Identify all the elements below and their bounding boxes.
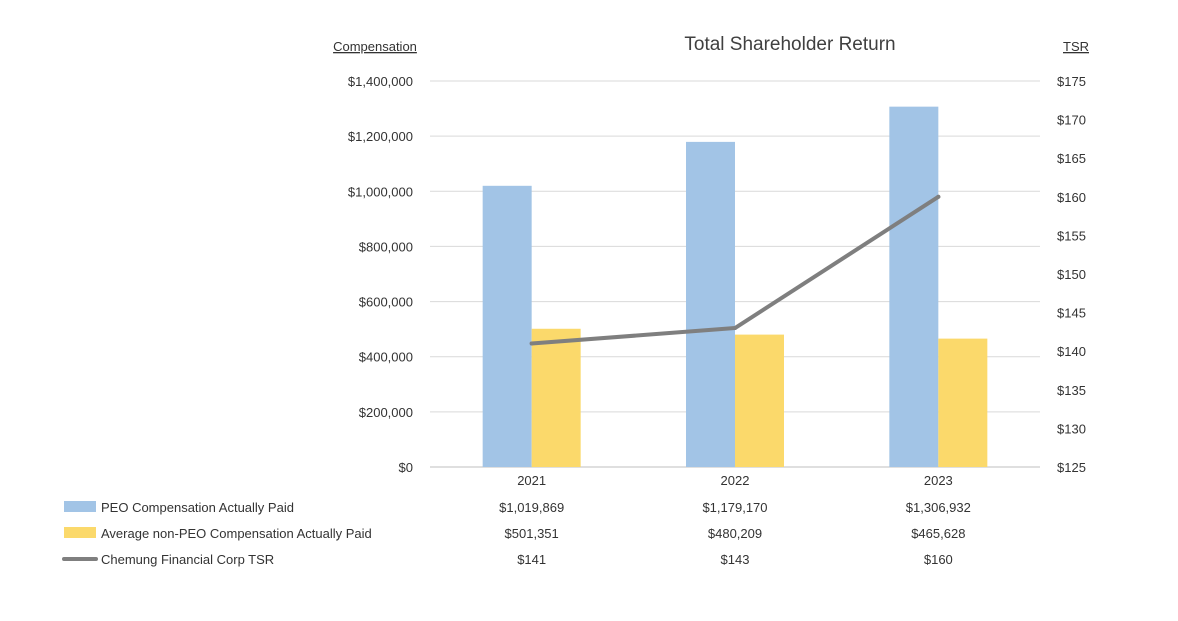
bar-average-non-peo-compensation-actually-paid-2022: [735, 334, 784, 467]
table-value: $465,628: [911, 526, 965, 541]
legend-swatch: [64, 527, 96, 538]
right-tick-label: $150: [1057, 267, 1086, 282]
left-tick-label: $0: [399, 460, 413, 475]
bar-average-non-peo-compensation-actually-paid-2021: [531, 328, 581, 467]
right-tick-label: $135: [1057, 383, 1086, 398]
left-tick-label: $400,000: [359, 350, 413, 365]
legend-swatch: [64, 501, 96, 512]
left-tick-label: $800,000: [359, 239, 413, 254]
table-value: $160: [924, 552, 953, 567]
bar-peo-compensation-actually-paid-2021: [482, 185, 532, 467]
table-value: $1,019,869: [499, 500, 564, 515]
bar-peo-compensation-actually-paid-2023: [889, 106, 939, 467]
x-category-label: 2021: [517, 473, 546, 488]
left-tick-label: $200,000: [359, 405, 413, 420]
tsr-point-2022: [733, 326, 737, 331]
x-category-label: 2023: [924, 473, 953, 488]
right-tick-label: $165: [1057, 151, 1086, 166]
left-tick-label: $600,000: [359, 295, 413, 310]
right-tick-label: $170: [1057, 113, 1086, 128]
right-tick-label: $175: [1057, 74, 1086, 89]
table-value: $480,209: [708, 526, 762, 541]
table-value: $143: [721, 552, 750, 567]
right-tick-label: $140: [1057, 344, 1086, 359]
legend-label: Average non-PEO Compensation Actually Pa…: [101, 526, 372, 541]
tsr-point-2023: [936, 194, 941, 199]
bar-average-non-peo-compensation-actually-paid-2023: [938, 338, 988, 467]
right-tick-label: $155: [1057, 228, 1086, 243]
tsr-line: [529, 194, 941, 346]
right-axis-label: TSR: [1063, 39, 1089, 54]
left-tick-label: $1,400,000: [348, 74, 413, 89]
x-axis: 2021 2022 2023: [517, 473, 953, 488]
right-tick-label: $145: [1057, 306, 1086, 321]
right-tick-label: $125: [1057, 460, 1086, 475]
left-tick-label: $1,200,000: [348, 129, 413, 144]
table-value: $141: [517, 552, 546, 567]
right-axis: $125 $130 $135 $140 $145 $150 $155 $160 $165 $170…: [1057, 74, 1086, 475]
bar-peo-compensation-actually-paid-2022: [686, 141, 735, 467]
table-value: $1,306,932: [906, 500, 971, 515]
data-table: PEO Compensation Actually Paid $1,019,869…: [62, 500, 971, 567]
left-axis-label: Compensation: [333, 39, 417, 54]
table-value: $1,179,170: [702, 500, 767, 515]
x-category-label: 2022: [721, 473, 750, 488]
bars: [482, 106, 988, 467]
legend-label: PEO Compensation Actually Paid: [101, 500, 294, 515]
right-tick-label: $130: [1057, 421, 1086, 436]
left-tick-label: $1,000,000: [348, 184, 413, 199]
left-axis: $0 $200,000 $400,000 $600,000 $800,000 $1,000…: [348, 74, 413, 475]
chart-title: Total Shareholder Return: [684, 34, 895, 55]
legend-label: Chemung Financial Corp TSR: [101, 552, 274, 567]
table-value: $501,351: [505, 526, 559, 541]
tsr-point-2021: [529, 341, 534, 346]
right-tick-label: $160: [1057, 190, 1086, 205]
